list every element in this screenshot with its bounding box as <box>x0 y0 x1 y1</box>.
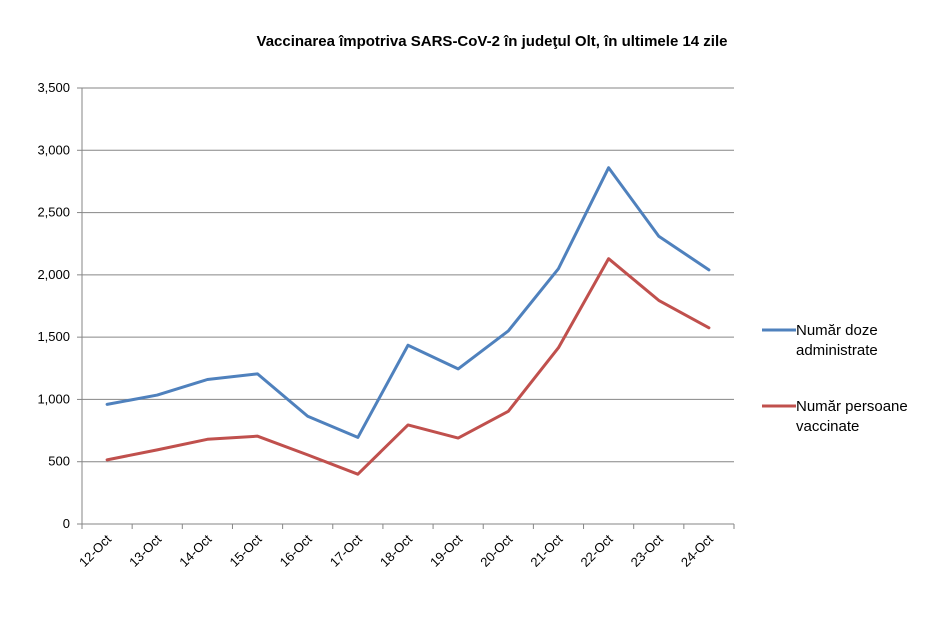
y-axis-tick-labels: 0 500 1,000 1,500 2,000 2,500 3,000 3,500 <box>37 80 70 531</box>
axes <box>77 87 735 529</box>
series-line-2 <box>105 257 711 476</box>
series-lines <box>105 166 711 476</box>
y-tick-label: 1,500 <box>37 329 70 344</box>
legend-label-line: vaccinate <box>796 418 859 435</box>
y-tick-label: 1,000 <box>37 391 70 406</box>
x-tick-label: 13-Oct <box>126 531 164 569</box>
y-tick-label: 2,000 <box>37 267 70 282</box>
gridlines <box>82 87 734 463</box>
x-tick-label: 16-Oct <box>277 531 315 569</box>
legend-label: Număr doze administrate <box>796 322 878 359</box>
legend-label-line: administrate <box>796 342 878 359</box>
y-tick-label: 2,500 <box>37 205 70 220</box>
x-tick-label: 21-Oct <box>527 531 565 569</box>
x-tick-label: 15-Oct <box>226 531 264 569</box>
x-tick-label: 22-Oct <box>578 531 616 569</box>
legend-label: Număr persoane vaccinate <box>796 398 908 435</box>
y-tick-label: 0 <box>63 516 70 531</box>
x-tick-label: 23-Oct <box>628 531 666 569</box>
x-tick-label: 12-Oct <box>76 531 114 569</box>
x-axis-tick-labels: 12-Oct 13-Oct 14-Oct 15-Oct 16-Oct 17-Oct 18-O… <box>76 531 716 569</box>
chart-title: Vaccinarea împotriva SARS-CoV-2 în judeţ… <box>257 33 728 50</box>
legend-label-line: Număr persoane <box>796 398 908 415</box>
y-tick-label: 3,000 <box>37 142 70 157</box>
y-tick-label: 500 <box>48 454 70 469</box>
legend-entry-2: Număr persoane vaccinate <box>762 398 908 435</box>
x-tick-label: 17-Oct <box>327 531 365 569</box>
x-tick-label: 20-Oct <box>477 531 515 569</box>
x-tick-label: 18-Oct <box>377 531 415 569</box>
y-tick-label: 3,500 <box>37 80 70 95</box>
legend-entry-1: Număr doze administrate <box>762 322 878 359</box>
x-tick-label: 14-Oct <box>176 531 214 569</box>
legend: Număr doze administrate Număr persoane vacc… <box>762 322 908 435</box>
series-line-1 <box>105 166 711 439</box>
x-tick-label: 24-Oct <box>678 531 716 569</box>
x-tick-label: 19-Oct <box>427 531 465 569</box>
legend-label-line: Număr doze <box>796 322 878 339</box>
